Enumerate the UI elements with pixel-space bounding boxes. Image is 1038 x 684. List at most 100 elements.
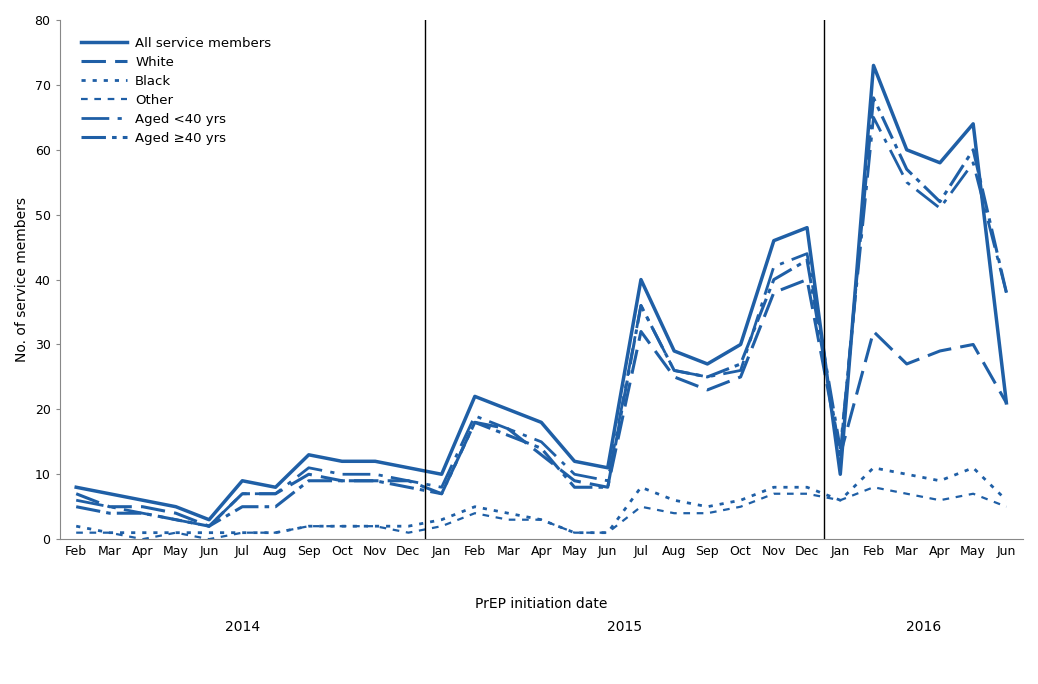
White xyxy=(934,347,947,355)
White xyxy=(302,470,315,478)
Aged <40 yrs xyxy=(535,438,547,446)
Aged <40 yrs xyxy=(236,490,248,498)
Other xyxy=(768,490,781,498)
All service members xyxy=(601,464,613,472)
Line: Aged <40 yrs: Aged <40 yrs xyxy=(76,118,1007,526)
Aged ≥40 yrs xyxy=(501,431,514,439)
Other xyxy=(136,535,148,543)
White xyxy=(169,509,182,517)
Aged <40 yrs xyxy=(269,490,281,498)
All service members xyxy=(835,470,847,478)
Aged <40 yrs xyxy=(835,444,847,452)
White xyxy=(634,328,647,336)
All service members xyxy=(634,276,647,284)
Text: 2015: 2015 xyxy=(607,620,641,633)
All service members xyxy=(702,360,714,368)
All service members xyxy=(70,483,82,491)
Aged ≥40 yrs xyxy=(468,418,481,426)
Aged <40 yrs xyxy=(967,159,980,167)
All service members xyxy=(435,470,447,478)
Black xyxy=(335,522,348,530)
Aged ≥40 yrs xyxy=(901,165,913,173)
Other xyxy=(735,503,747,511)
Black xyxy=(269,529,281,537)
Other xyxy=(967,490,980,498)
Other xyxy=(501,516,514,524)
Other xyxy=(568,529,580,537)
All service members xyxy=(735,341,747,349)
Aged ≥40 yrs xyxy=(335,477,348,485)
Black xyxy=(468,503,481,511)
Aged <40 yrs xyxy=(801,250,814,258)
White xyxy=(535,451,547,459)
All service members xyxy=(801,224,814,232)
Other xyxy=(402,529,414,537)
All service members xyxy=(901,146,913,154)
White xyxy=(901,360,913,368)
Aged ≥40 yrs xyxy=(70,503,82,511)
Other xyxy=(535,516,547,524)
Aged <40 yrs xyxy=(568,470,580,478)
Aged <40 yrs xyxy=(1001,289,1013,297)
Aged <40 yrs xyxy=(136,509,148,517)
Aged ≥40 yrs xyxy=(269,503,281,511)
Other xyxy=(269,529,281,537)
Aged ≥40 yrs xyxy=(103,509,115,517)
Black xyxy=(801,483,814,491)
Other xyxy=(236,529,248,537)
White xyxy=(335,477,348,485)
Aged ≥40 yrs xyxy=(435,490,447,498)
Other xyxy=(801,490,814,498)
Aged <40 yrs xyxy=(103,503,115,511)
All service members xyxy=(568,457,580,465)
Aged <40 yrs xyxy=(868,114,880,122)
Line: Black: Black xyxy=(76,468,1007,533)
All service members xyxy=(302,451,315,459)
Aged ≥40 yrs xyxy=(634,302,647,310)
Aged <40 yrs xyxy=(601,477,613,485)
Aged <40 yrs xyxy=(768,263,781,271)
Aged ≥40 yrs xyxy=(535,444,547,452)
Aged ≥40 yrs xyxy=(568,483,580,491)
Aged ≥40 yrs xyxy=(302,477,315,485)
Black xyxy=(169,529,182,537)
White xyxy=(1001,399,1013,407)
Other xyxy=(835,496,847,504)
Black xyxy=(901,470,913,478)
Other xyxy=(601,529,613,537)
Other xyxy=(103,529,115,537)
Black xyxy=(967,464,980,472)
Black xyxy=(202,529,215,537)
Black xyxy=(402,522,414,530)
Black xyxy=(735,496,747,504)
Other xyxy=(202,535,215,543)
Aged <40 yrs xyxy=(169,516,182,524)
White xyxy=(501,425,514,433)
White xyxy=(568,477,580,485)
Aged <40 yrs xyxy=(368,470,381,478)
All service members xyxy=(169,503,182,511)
White xyxy=(368,477,381,485)
Aged ≥40 yrs xyxy=(1001,289,1013,297)
White xyxy=(702,386,714,394)
White xyxy=(735,373,747,381)
Black xyxy=(702,503,714,511)
Y-axis label: No. of service members: No. of service members xyxy=(15,197,29,362)
Text: 2016: 2016 xyxy=(906,620,941,633)
Aged ≥40 yrs xyxy=(735,360,747,368)
Other xyxy=(468,509,481,517)
All service members xyxy=(967,120,980,128)
Black xyxy=(667,496,680,504)
White xyxy=(667,373,680,381)
All service members xyxy=(236,477,248,485)
All service members xyxy=(501,405,514,413)
Black xyxy=(236,529,248,537)
White xyxy=(768,289,781,297)
Aged <40 yrs xyxy=(901,178,913,186)
Line: Aged ≥40 yrs: Aged ≥40 yrs xyxy=(76,98,1007,526)
All service members xyxy=(468,393,481,401)
White xyxy=(435,490,447,498)
Aged ≥40 yrs xyxy=(835,451,847,459)
All service members xyxy=(103,490,115,498)
White xyxy=(967,341,980,349)
